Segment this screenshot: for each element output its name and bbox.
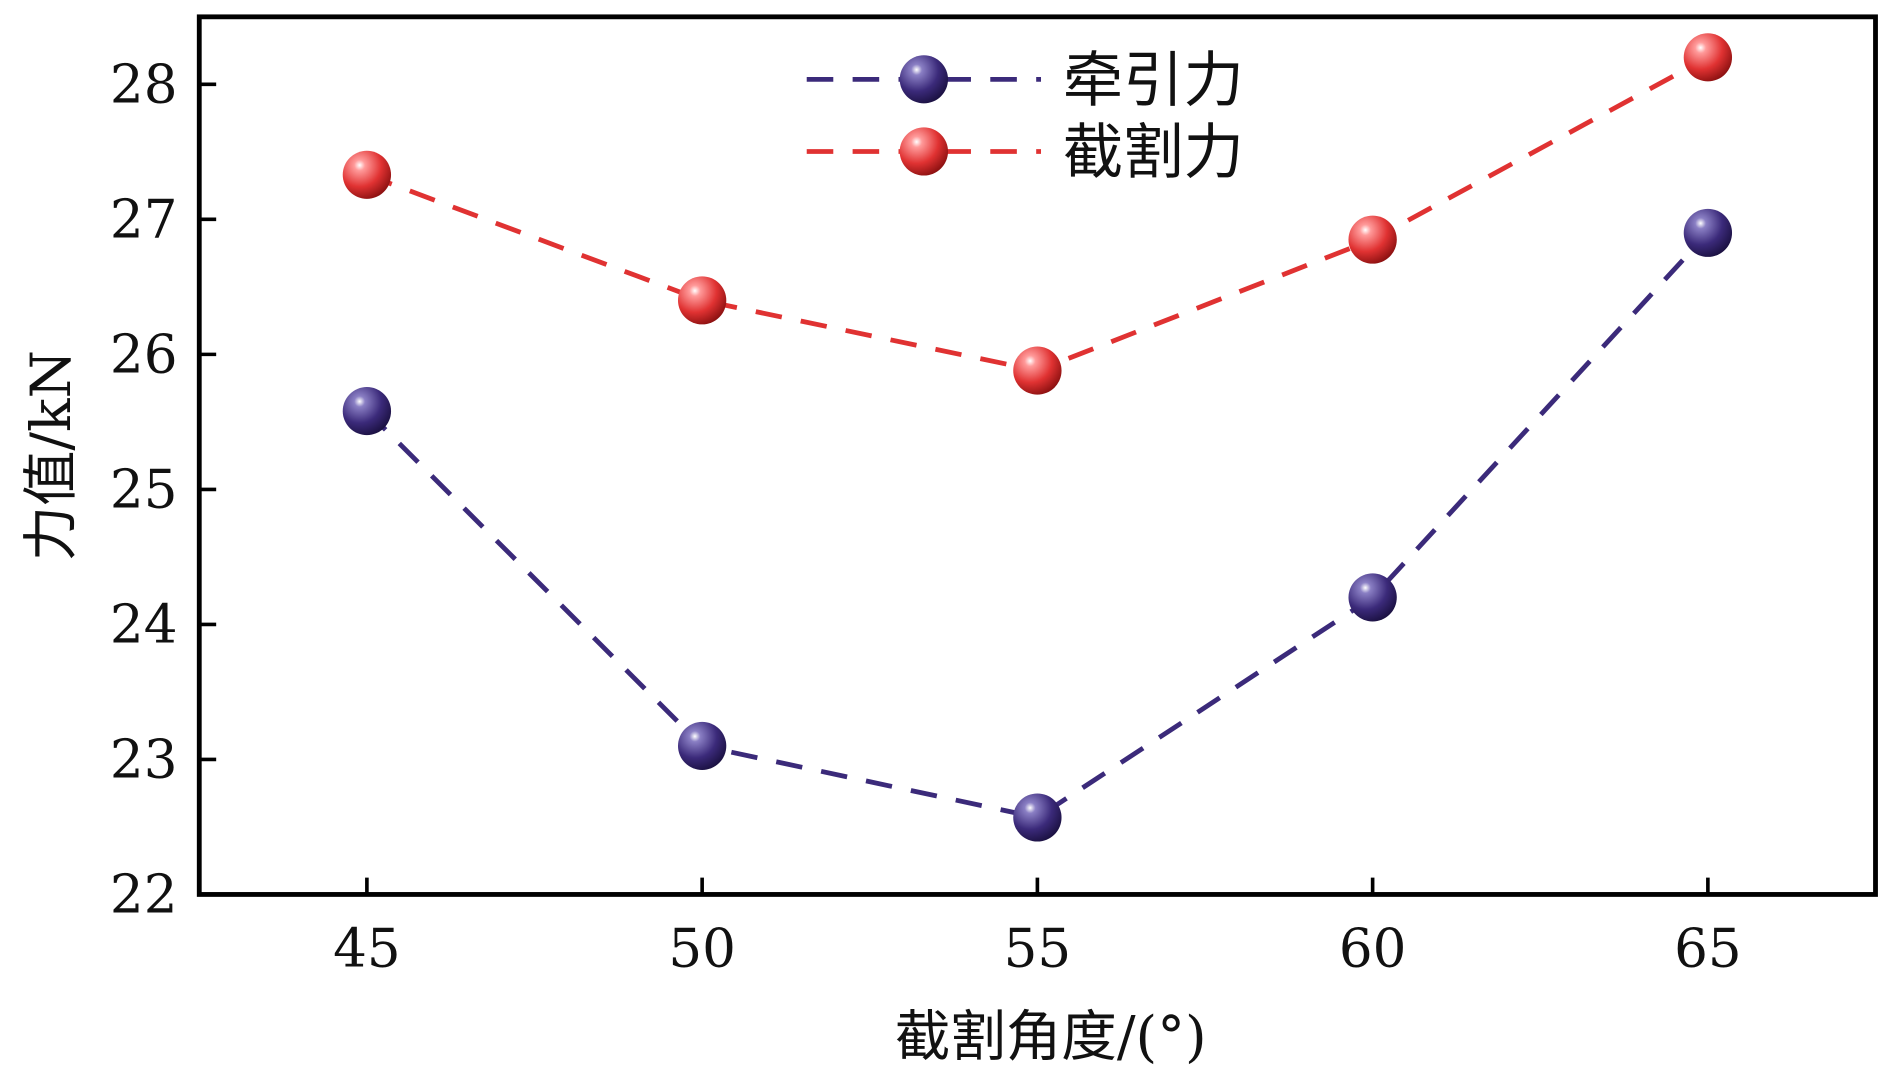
y-tick-label: 25	[110, 459, 178, 521]
y-tick-label: 24	[110, 594, 178, 656]
y-tick-label: 27	[110, 189, 178, 251]
data-point-1	[342, 150, 392, 199]
data-point-0	[1013, 793, 1062, 842]
x-tick-label: 55	[1004, 918, 1072, 980]
x-tick-label: 65	[1674, 918, 1742, 980]
data-point-1	[677, 276, 727, 325]
y-tick-label: 22	[110, 864, 178, 926]
x-tick-label: 50	[668, 918, 736, 980]
y-axis-label: 力值/kN	[20, 350, 84, 561]
data-point-1	[1348, 215, 1397, 264]
legend-label: 截割力	[1063, 118, 1244, 188]
plot-frame	[196, 14, 1878, 897]
data-point-1	[1013, 346, 1062, 395]
legend-label: 牵引力	[1063, 46, 1244, 116]
data-point-0	[1683, 208, 1733, 257]
data-point-0	[342, 387, 392, 436]
y-tick-label: 26	[110, 324, 178, 386]
x-tick-label: 45	[333, 918, 401, 980]
data-point-1	[1683, 33, 1733, 82]
y-tick-label: 23	[110, 729, 178, 791]
x-axis-label: 截割角度/(°)	[895, 1006, 1207, 1070]
data-point-0	[1348, 573, 1397, 622]
x-tick-label: 60	[1339, 918, 1407, 980]
series-line-1	[366, 55, 1710, 374]
data-point-0	[677, 721, 727, 770]
y-tick-label: 28	[110, 53, 178, 115]
legend-marker	[899, 55, 949, 104]
legend-marker	[899, 127, 949, 176]
series-line-0	[365, 231, 1710, 821]
